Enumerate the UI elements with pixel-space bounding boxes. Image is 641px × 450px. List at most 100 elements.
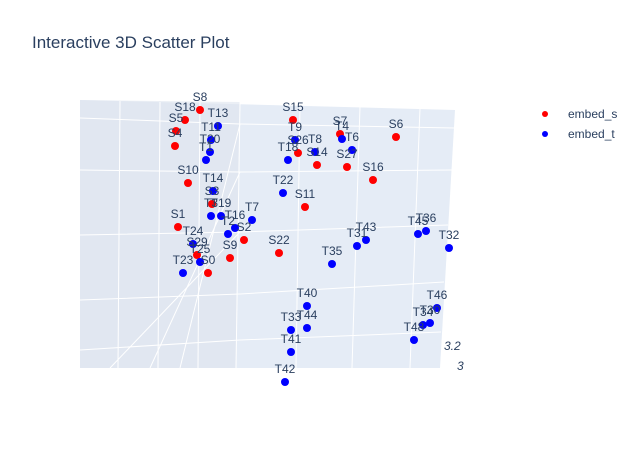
marker-embed-t [414, 230, 422, 238]
marker-embed-t [231, 224, 239, 232]
marker-embed-t [311, 148, 319, 156]
axis-tick-label: 3.2 [444, 339, 461, 353]
marker-embed-t [328, 260, 336, 268]
point-label-embed-t: T41 [281, 332, 302, 346]
marker-embed-t [348, 146, 356, 154]
point-label-embed-t: T25 [190, 242, 211, 256]
marker-embed-t [426, 319, 434, 327]
point-label-embed-t: T6 [345, 130, 359, 144]
marker-embed-t [281, 378, 289, 386]
point-label-embed-t: T48 [404, 320, 425, 334]
marker-embed-t [214, 122, 222, 130]
grid-line [197, 101, 201, 369]
marker-embed-t [209, 187, 217, 195]
point-label-embed-t: T40 [297, 286, 318, 300]
marker-embed-t [338, 135, 346, 143]
legend-label-embed-s: embed_s [568, 107, 618, 121]
point-label-embed-s: S27 [336, 147, 358, 161]
point-label-embed-t: T8 [308, 132, 322, 146]
marker-embed-s [240, 236, 248, 244]
grid-line [351, 105, 361, 369]
legend-marker-embed-t [542, 131, 548, 137]
point-label-embed-s: S26 [287, 133, 309, 147]
marker-embed-s [172, 127, 180, 135]
marker-embed-s [289, 116, 297, 124]
point-label-embed-s: S4 [168, 126, 183, 140]
grid-line [149, 171, 241, 369]
marker-embed-t [303, 302, 311, 310]
point-label-embed-s: S18 [174, 100, 196, 114]
point-label-embed-t: T20 [200, 132, 221, 146]
marker-embed-t [445, 244, 453, 252]
marker-embed-s [294, 149, 302, 157]
marker-embed-t [279, 189, 287, 197]
marker-embed-s [208, 200, 216, 208]
point-label-embed-t: T34 [413, 305, 434, 319]
point-label-embed-s: S9 [223, 238, 238, 252]
marker-embed-s [184, 179, 192, 187]
point-label-embed-t: T7 [245, 200, 259, 214]
point-label-embed-t: T13 [208, 106, 229, 120]
point-label-embed-s: S7 [333, 114, 348, 128]
marker-embed-s [301, 203, 309, 211]
legend-item-embed-s[interactable]: embed_s [540, 104, 617, 124]
point-label-embed-s: S3 [205, 184, 220, 198]
marker-embed-s [392, 133, 400, 141]
point-label-embed-t: T24 [183, 224, 204, 238]
legend-item-embed-t[interactable]: embed_t [540, 124, 617, 144]
marker-embed-s [196, 106, 204, 114]
point-label-embed-t: T44 [297, 308, 318, 322]
axis-tick-label: 3 [457, 359, 464, 373]
point-label-embed-t: T30 [420, 303, 441, 317]
point-label-embed-t: T32 [439, 228, 460, 242]
point-label-embed-s: S1 [171, 207, 186, 221]
marker-embed-t [287, 348, 295, 356]
point-label-embed-t: T42 [275, 362, 296, 376]
marker-embed-t [422, 227, 430, 235]
marker-embed-s [174, 223, 182, 231]
point-label-embed-s: S10 [177, 163, 199, 177]
marker-embed-t [202, 156, 210, 164]
marker-embed-t [179, 269, 187, 277]
marker-embed-t [207, 136, 215, 144]
point-label-embed-t: T14 [203, 171, 224, 185]
grid-line [157, 101, 161, 369]
point-label-embed-t: T9 [288, 120, 302, 134]
marker-embed-t [410, 336, 418, 344]
point-label-embed-s: S11 [295, 187, 316, 201]
grid-line [109, 231, 241, 369]
point-label-embed-t: T16 [225, 208, 246, 222]
point-label-embed-s: S2 [237, 220, 252, 234]
marker-embed-s [369, 176, 377, 184]
point-label-embed-t: T22 [273, 173, 294, 187]
marker-embed-s [204, 269, 212, 277]
marker-embed-t [353, 242, 361, 250]
grid-line [295, 103, 301, 369]
marker-embed-t [217, 212, 225, 220]
point-label-embed-s: S8 [193, 90, 208, 104]
grid-line [179, 123, 241, 369]
marker-embed-t [206, 148, 214, 156]
point-label-embed-s: S0 [201, 253, 216, 267]
legend: embed_s embed_t [540, 104, 617, 144]
point-label-embed-t: T1 [199, 140, 213, 154]
point-label-embed-t: T19 [211, 196, 232, 210]
marker-embed-t [207, 212, 215, 220]
marker-embed-t [362, 236, 370, 244]
point-label-embed-t: T18 [278, 140, 299, 154]
point-label-embed-t: T45 [408, 214, 429, 228]
marker-embed-s [193, 251, 201, 259]
legend-label-embed-t: embed_t [568, 127, 615, 141]
point-label-embed-t: T4 [335, 119, 349, 133]
marker-embed-t [419, 321, 427, 329]
marker-embed-t [248, 216, 256, 224]
grid-line [117, 100, 121, 369]
point-label-embed-s: S29 [186, 235, 208, 249]
grid-line [79, 331, 442, 351]
marker-embed-t [224, 230, 232, 238]
point-label-embed-t: T23 [173, 253, 194, 267]
marker-embed-t [284, 156, 292, 164]
marker-embed-t [196, 258, 204, 266]
point-label-embed-s: S5 [169, 111, 184, 125]
